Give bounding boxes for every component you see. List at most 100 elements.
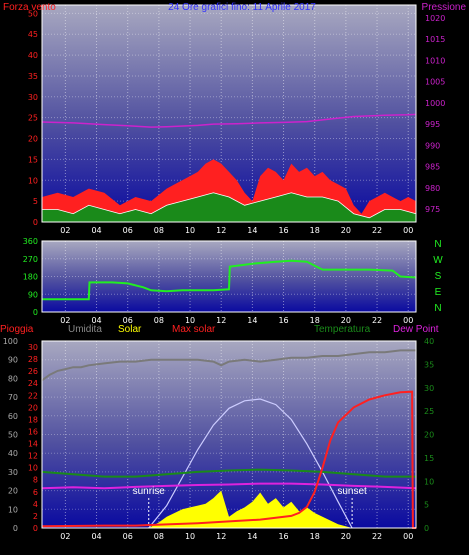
rain-tick-label: 0 [33,524,38,533]
series-temperature-line [41,468,416,478]
x-tick-label: 10 [185,226,195,235]
right-tick-label: 1005 [425,78,445,87]
left-axis-label: Forza vento [3,2,56,13]
x-tick-label: 14 [247,226,257,235]
x-tick-label: 12 [216,532,226,541]
plot-frame-3 [41,340,417,529]
humidity-tick-label: 40 [8,449,18,458]
right-tick-label: 1015 [425,35,445,44]
x-tick-label: 00 [403,316,413,325]
plot-frame-1 [41,4,417,223]
x-tick-label: 14 [247,316,257,325]
x-tick-label: 00 [403,532,413,541]
rain-tick-label: 24 [28,379,38,388]
humidity-tick-label: 0 [13,524,18,533]
humidity-tick-label: 80 [8,374,18,383]
x-tick-label: 22 [372,316,382,325]
compass-label: W [433,255,443,266]
x-tick-label: 14 [247,532,257,541]
temperature-tick-label: 5 [424,501,429,510]
x-tick-label: 10 [185,532,195,541]
rain-tick-label: 30 [28,343,38,352]
direction-tick-label: 90 [28,290,38,299]
series-direction-line [42,259,417,301]
right-tick-label: 980 [425,184,440,193]
rain-tick-label: 16 [28,427,38,436]
left-tick-label: 10 [28,176,38,185]
x-tick-label: 20 [341,532,351,541]
left-tick-label: 25 [28,114,38,123]
sunset-label: sunset [337,486,367,497]
series-wind-line [42,192,417,219]
temperature-tick-label: 40 [424,337,434,346]
temperature-tick-label: 0 [424,524,429,533]
left-tick-label: 45 [28,30,38,39]
legend-label: Solar [118,324,142,335]
rain-tick-label: 28 [28,355,38,364]
x-tick-label: 06 [123,316,133,325]
x-tick-label: 12 [216,316,226,325]
compass-label: S [435,271,442,282]
temperature-tick-label: 20 [424,431,434,440]
right-tick-label: 985 [425,163,440,172]
direction-tick-label: 360 [23,237,38,246]
left-tick-label: 5 [33,197,38,206]
x-tick-label: 18 [310,226,320,235]
rain-tick-label: 2 [33,512,38,521]
series-dewpoint-line [41,482,417,490]
left-tick-label: 40 [28,51,38,60]
x-tick-label: 02 [60,226,70,235]
x-tick-label: 04 [91,226,101,235]
legend-label: Umidita [68,324,102,335]
x-tick-label: 20 [341,316,351,325]
legend-label: Temperatura [314,324,371,335]
rain-tick-label: 22 [28,391,38,400]
series-pressure-line [41,113,417,128]
humidity-tick-label: 30 [8,468,18,477]
x-tick-label: 10 [185,316,195,325]
series-rain-line [41,390,416,529]
x-tick-label: 22 [372,532,382,541]
direction-tick-label: 270 [23,255,38,264]
left-tick-label: 0 [33,218,38,227]
humidity-tick-label: 90 [8,356,18,365]
series-solar-area [148,490,353,528]
plot-area-3 [42,341,416,528]
x-tick-label: 16 [278,532,288,541]
rain-tick-label: 8 [33,476,38,485]
x-tick-label: 16 [278,226,288,235]
left-tick-label: 35 [28,72,38,81]
legend-label: Max solar [172,324,216,335]
x-tick-label: 08 [154,532,164,541]
rain-tick-label: 14 [28,440,38,449]
direction-tick-label: 180 [23,273,38,282]
series-humidity-line [41,349,416,382]
x-tick-label: 18 [310,532,320,541]
x-tick-label: 06 [123,532,133,541]
humidity-tick-label: 100 [3,337,18,346]
compass-label: N [434,303,441,314]
sunrise-label: sunrise [133,486,166,497]
temperature-tick-label: 15 [424,454,434,463]
x-tick-label: 18 [310,316,320,325]
x-tick-label: 12 [216,226,226,235]
x-tick-label: 04 [91,316,101,325]
right-tick-label: 975 [425,205,440,214]
compass-label: N [434,239,441,250]
legend-label: Pioggia [0,324,34,335]
x-tick-label: 02 [60,316,70,325]
right-tick-label: 1000 [425,99,445,108]
x-tick-label: 22 [372,226,382,235]
left-tick-label: 15 [28,155,38,164]
humidity-tick-label: 50 [8,431,18,440]
right-tick-label: 990 [425,141,440,150]
humidity-tick-label: 70 [8,393,18,402]
series-wind-area [42,192,416,222]
x-tick-label: 04 [91,532,101,541]
left-tick-label: 20 [28,135,38,144]
rain-tick-label: 4 [33,500,38,509]
direction-tick-label: 0 [33,308,38,317]
temperature-tick-label: 35 [424,360,434,369]
temperature-tick-label: 10 [424,477,434,486]
right-tick-label: 995 [425,120,440,129]
